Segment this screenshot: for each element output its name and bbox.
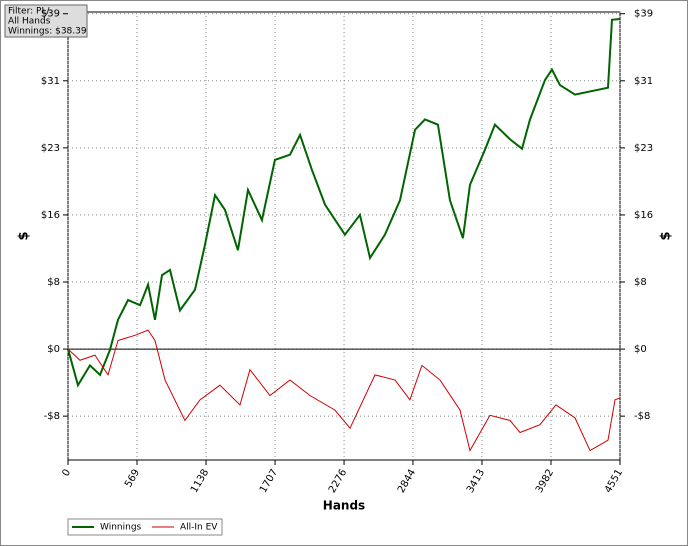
legend [67, 518, 223, 536]
y-tick-label: $23 [41, 143, 60, 154]
y-tick-label: $8 [47, 277, 60, 288]
y-tick-label: $39 [41, 9, 60, 20]
y2-tick-label: $0 [634, 344, 647, 355]
y-tick-label: -$8 [44, 411, 60, 422]
y2-tick-label: $31 [634, 76, 653, 87]
legend-label: Winnings [100, 523, 142, 533]
series-line [67, 17, 621, 388]
y-tick-label: $31 [41, 76, 60, 87]
info-line: Winnings: $38.39 [8, 27, 87, 37]
y2-tick-label: -$8 [634, 411, 650, 422]
y2-tick-label: $16 [634, 210, 653, 221]
y2-tick-label: $23 [634, 143, 653, 154]
y-tick-label: $0 [47, 344, 60, 355]
y-tick-label: $16 [41, 210, 60, 221]
y2-axis-label: $ [659, 231, 674, 240]
info-line: Filter: PL/ [8, 7, 50, 17]
x-axis-label: Hands [323, 499, 365, 513]
info-box [4, 4, 88, 38]
info-line: All Hands [8, 17, 51, 27]
series-line [67, 329, 621, 452]
legend-label: All-In EV [180, 523, 218, 533]
plot [67, 12, 621, 460]
y2-tick-label: $8 [634, 277, 647, 288]
y2-tick-label: $39 [634, 9, 653, 20]
x-tick-label: 0 [60, 468, 73, 479]
y-axis-label: $ [17, 231, 32, 240]
